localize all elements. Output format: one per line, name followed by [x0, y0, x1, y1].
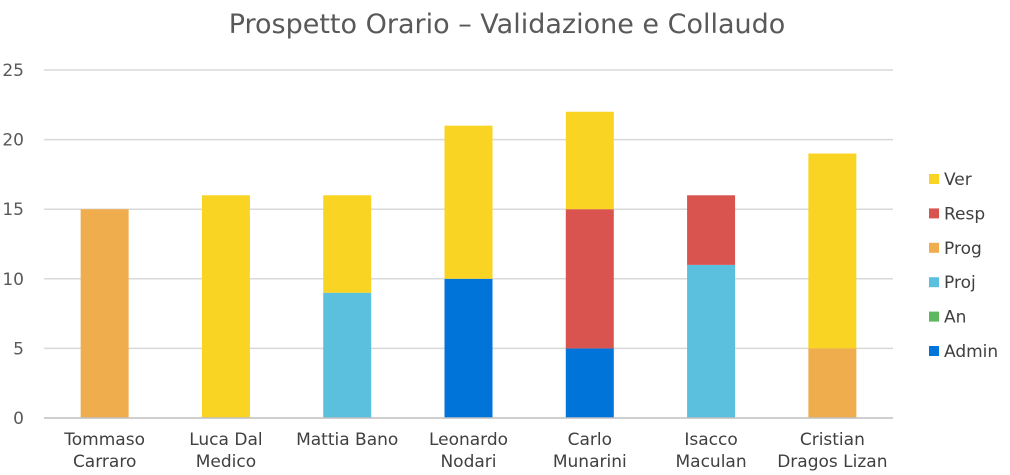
bar-segment-ver — [201, 195, 250, 418]
y-tick-label: 5 — [13, 339, 24, 359]
bar-segment-resp — [565, 209, 614, 349]
x-tick-label: Cristian Dragos Lizan — [777, 430, 887, 472]
bar-segment-prog — [808, 348, 857, 418]
bars — [80, 111, 857, 418]
y-tick-label: 0 — [13, 409, 24, 429]
bar-segment-ver — [565, 111, 614, 210]
legend: Ver Resp Prog Proj An Admin — [929, 170, 998, 362]
legend-label: An — [944, 308, 966, 328]
legend-swatch — [929, 242, 939, 253]
bar-segment-ver — [444, 125, 493, 279]
bar-segment-admin — [565, 348, 614, 418]
axes: 0 5 10 15 20 25 Tommaso Carraro Luca Dal Medico Ma… — [2, 61, 893, 472]
bar-segment-ver — [808, 153, 857, 349]
y-tick-label: 10 — [2, 270, 24, 290]
x-tick-label: Carlo Munarini — [553, 430, 627, 472]
legend-label: Resp — [944, 204, 985, 224]
legend-swatch — [929, 208, 939, 219]
bar-segment-proj — [687, 264, 736, 418]
y-tick-label: 15 — [2, 200, 24, 220]
x-tick-label: Mattia Bano — [296, 430, 398, 450]
legend-swatch — [929, 174, 939, 184]
bar-segment-resp — [687, 195, 736, 265]
x-tick-label: Isacco Maculan — [676, 430, 747, 472]
x-tick-label: Tommaso Carraro — [63, 430, 145, 472]
bar-segment-prog — [80, 209, 129, 418]
x-tick-label: Leonardo Nodari — [429, 430, 508, 472]
legend-swatch — [929, 346, 939, 356]
bar-segment-ver — [323, 195, 372, 293]
legend-swatch — [929, 311, 939, 322]
y-tick-label: 25 — [2, 61, 24, 81]
y-tick-label: 20 — [2, 131, 24, 151]
legend-label: Proj — [944, 273, 976, 293]
chart-title: Prospetto Orario – Validazione e Collaud… — [229, 9, 786, 40]
legend-label: Prog — [944, 239, 982, 259]
bar-segment-proj — [323, 292, 372, 418]
legend-label: Ver — [944, 170, 972, 190]
legend-label: Admin — [944, 342, 998, 362]
x-tick-label: Luca Dal Medico — [189, 430, 262, 472]
bar-segment-admin — [444, 278, 493, 418]
legend-swatch — [929, 277, 939, 288]
